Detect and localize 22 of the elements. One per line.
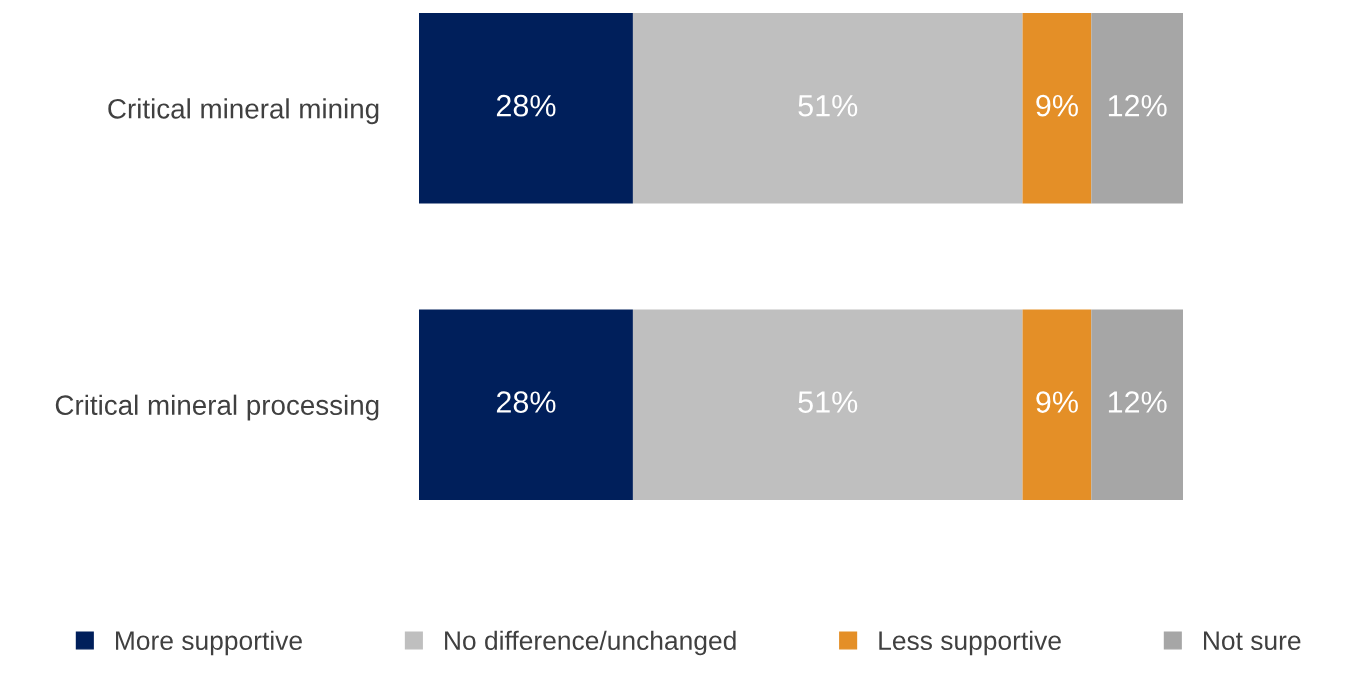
data-label: 9% — [1036, 391, 1078, 413]
data-label: 12% — [1108, 391, 1167, 413]
bar — [632, 13, 1023, 204]
bar — [1091, 13, 1183, 204]
legend-label: No difference/unchanged — [445, 630, 736, 656]
legend-label: More supportive — [116, 630, 302, 656]
legend-label: Not sure — [1204, 631, 1301, 651]
bar — [419, 309, 633, 500]
bar — [1022, 309, 1092, 500]
y-tick-label: Critical mineral mining — [108, 98, 379, 125]
data-label: 12% — [1108, 94, 1167, 117]
data-label: 28% — [496, 94, 556, 117]
legend-label: Less supportive — [879, 630, 1061, 656]
data-label: 51% — [798, 95, 858, 117]
bar — [632, 309, 1023, 500]
bar — [419, 13, 633, 204]
data-label: 28% — [496, 391, 556, 413]
bar — [1022, 13, 1092, 204]
data-label: 51% — [798, 391, 858, 413]
bar — [1091, 309, 1183, 500]
data-label: 9% — [1036, 94, 1078, 117]
y-tick-label: Critical mineral processing — [55, 394, 379, 421]
